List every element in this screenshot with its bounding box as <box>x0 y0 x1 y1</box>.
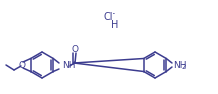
Text: H: H <box>111 20 119 30</box>
Text: O: O <box>72 44 78 53</box>
Text: NH: NH <box>173 61 187 69</box>
Text: O: O <box>19 61 26 69</box>
Text: NH: NH <box>62 61 75 70</box>
Text: Cl: Cl <box>103 12 113 22</box>
Text: ·: · <box>112 8 116 22</box>
Text: 2: 2 <box>182 64 186 70</box>
